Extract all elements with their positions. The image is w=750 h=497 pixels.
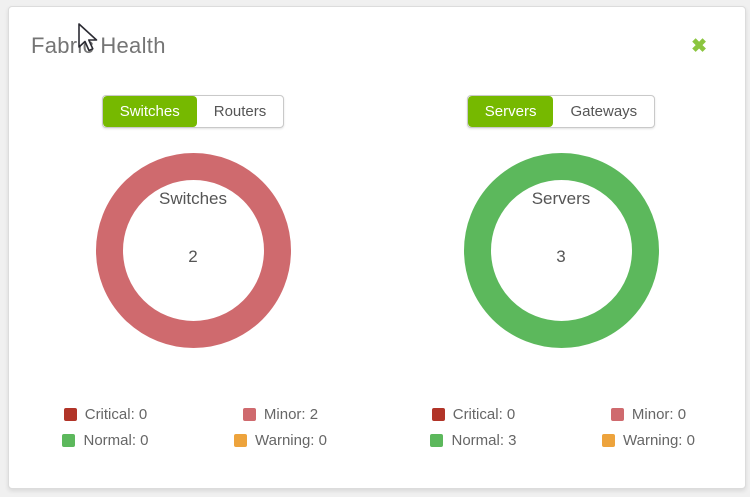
legend-item-minor: Minor: 2	[242, 406, 319, 423]
donut-center-value: 3	[556, 247, 566, 266]
minor-swatch	[242, 408, 256, 421]
toggle-switches-button[interactable]: Switches	[102, 96, 197, 127]
normal-swatch	[62, 434, 76, 447]
donut-svg	[463, 153, 659, 348]
servers-chart-column: Servers Gateways Servers 3 Critical: 0 M…	[377, 95, 745, 449]
critical-swatch	[431, 408, 445, 421]
minor-swatch	[610, 408, 624, 421]
donut-center-value: 2	[188, 247, 198, 266]
legend-label: Minor: 0	[631, 406, 687, 423]
legend-item-warning: Warning: 0	[602, 432, 695, 449]
toggle-servers-button[interactable]: Servers	[467, 96, 554, 127]
panel-header: Fabric Health ✖	[9, 7, 745, 67]
switches-routers-toggle: Switches Routers	[101, 95, 285, 128]
servers-donut-ring[interactable]	[463, 153, 659, 348]
donut-center-label: Servers	[531, 189, 591, 208]
toggle-routers-button[interactable]: Routers	[197, 96, 284, 127]
legend-item-critical: Critical: 0	[63, 406, 148, 423]
switches-legend: Critical: 0 Minor: 2 Normal: 0 Warning: …	[18, 406, 368, 449]
legend-label: Critical: 0	[84, 406, 148, 423]
legend-label: Warning: 0	[623, 432, 695, 449]
donut-svg	[95, 153, 291, 348]
warning-swatch	[602, 434, 615, 447]
legend-item-minor: Minor: 0	[610, 406, 687, 423]
normal-swatch	[430, 434, 444, 447]
legend-label: Minor: 2	[263, 406, 319, 423]
legend-item-normal: Normal: 0	[62, 432, 149, 449]
legend-label: Warning: 0	[255, 432, 327, 449]
legend-item-warning: Warning: 0	[234, 432, 327, 449]
switches-chart-column: Switches Routers Switches 2 Critical: 0 …	[9, 95, 377, 449]
close-icon[interactable]: ✖	[691, 36, 707, 57]
warning-swatch	[234, 434, 247, 447]
critical-swatch	[63, 408, 77, 421]
donut-center-label: Switches	[158, 189, 228, 208]
toggle-gateways-button[interactable]: Gateways	[553, 96, 654, 127]
switches-donut-ring[interactable]	[95, 153, 291, 348]
fabric-health-panel: Fabric Health ✖ Switches Routers Switche…	[8, 6, 746, 489]
legend-label: Critical: 0	[452, 406, 516, 423]
legend-label: Normal: 0	[83, 432, 149, 449]
legend-item-critical: Critical: 0	[431, 406, 516, 423]
switches-donut-chart: Switches 2	[95, 153, 291, 348]
legend-label: Normal: 3	[451, 432, 517, 449]
servers-donut-chart: Servers 3	[463, 153, 659, 348]
charts-row: Switches Routers Switches 2 Critical: 0 …	[9, 95, 745, 449]
legend-item-normal: Normal: 3	[430, 432, 517, 449]
page-title: Fabric Health	[31, 33, 166, 58]
servers-gateways-toggle: Servers Gateways	[466, 95, 656, 128]
servers-legend: Critical: 0 Minor: 0 Normal: 3 Warning: …	[386, 406, 736, 449]
